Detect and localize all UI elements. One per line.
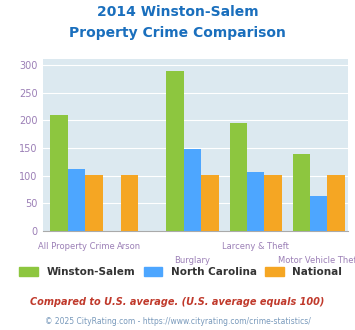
Legend: Winston-Salem, North Carolina, National: Winston-Salem, North Carolina, National: [20, 267, 342, 277]
Bar: [68, 169, 85, 231]
Bar: [166, 71, 184, 231]
Text: All Property Crime: All Property Crime: [38, 242, 115, 251]
Text: 2014 Winston-Salem: 2014 Winston-Salem: [97, 5, 258, 19]
Bar: [293, 154, 310, 231]
Text: Burglary: Burglary: [175, 256, 211, 265]
Bar: [310, 196, 327, 231]
Bar: [247, 172, 264, 231]
Text: Compared to U.S. average. (U.S. average equals 100): Compared to U.S. average. (U.S. average …: [30, 297, 325, 307]
Text: Property Crime Comparison: Property Crime Comparison: [69, 26, 286, 40]
Bar: [230, 122, 247, 231]
Bar: [201, 175, 219, 231]
Text: Larceny & Theft: Larceny & Theft: [222, 242, 289, 251]
Text: © 2025 CityRating.com - https://www.cityrating.com/crime-statistics/: © 2025 CityRating.com - https://www.city…: [45, 317, 310, 326]
Bar: [264, 175, 282, 231]
Bar: [50, 115, 68, 231]
Bar: [85, 175, 103, 231]
Bar: [184, 148, 201, 231]
Bar: [327, 175, 345, 231]
Bar: [121, 175, 138, 231]
Text: Arson: Arson: [117, 242, 141, 251]
Text: Motor Vehicle Theft: Motor Vehicle Theft: [278, 256, 355, 265]
